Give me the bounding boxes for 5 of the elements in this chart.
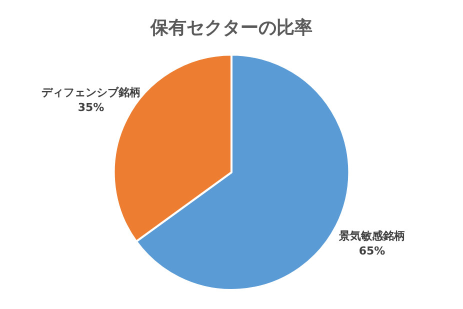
data-label: 65%: [358, 244, 386, 258]
slice-label: ディフェンシブ銘柄: [41, 86, 140, 100]
chart-title: 保有セクターの比率: [150, 17, 312, 38]
slice-label: 景気敏感銘柄: [338, 229, 406, 242]
data-label: 35%: [78, 101, 104, 114]
